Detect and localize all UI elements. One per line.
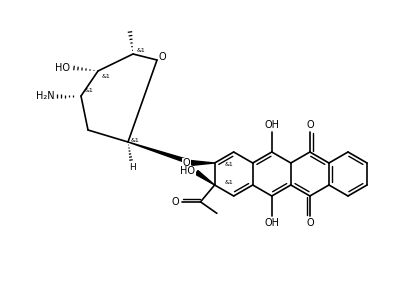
Text: &1: &1	[131, 138, 140, 142]
Text: &1: &1	[225, 180, 233, 185]
Polygon shape	[195, 171, 215, 185]
Polygon shape	[193, 161, 215, 165]
Text: OH: OH	[264, 218, 279, 228]
Text: H: H	[187, 169, 194, 178]
Text: O: O	[183, 158, 191, 168]
Text: HO: HO	[55, 63, 69, 73]
Polygon shape	[128, 142, 193, 165]
Text: OH: OH	[264, 120, 279, 130]
Text: O: O	[158, 52, 166, 62]
Text: &1: &1	[225, 163, 233, 168]
Text: HO: HO	[180, 166, 195, 176]
Text: &1: &1	[137, 48, 146, 53]
Text: H: H	[129, 163, 135, 171]
Text: &1: &1	[85, 88, 94, 93]
Text: O: O	[172, 197, 179, 207]
Text: &1: &1	[102, 74, 111, 79]
Text: O: O	[306, 120, 314, 130]
Text: H₂N: H₂N	[35, 91, 54, 101]
Text: O: O	[306, 218, 314, 228]
